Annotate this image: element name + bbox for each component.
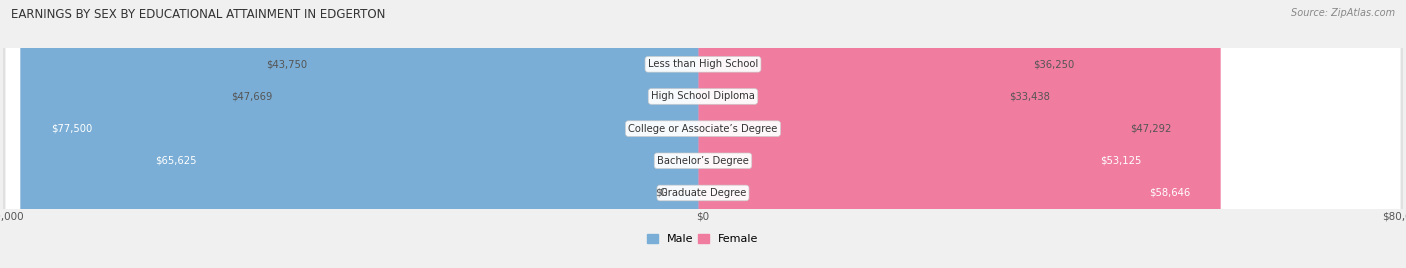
Text: $43,750: $43,750	[266, 59, 307, 69]
Text: $58,646: $58,646	[1149, 188, 1189, 198]
FancyBboxPatch shape	[699, 0, 1025, 268]
FancyBboxPatch shape	[6, 0, 1400, 268]
Text: Bachelor’s Degree: Bachelor’s Degree	[657, 156, 749, 166]
Text: EARNINGS BY SEX BY EDUCATIONAL ATTAINMENT IN EDGERTON: EARNINGS BY SEX BY EDUCATIONAL ATTAINMEN…	[11, 8, 385, 21]
Text: $0: $0	[655, 188, 668, 198]
Text: Less than High School: Less than High School	[648, 59, 758, 69]
FancyBboxPatch shape	[6, 0, 1400, 268]
FancyBboxPatch shape	[6, 0, 1400, 268]
FancyBboxPatch shape	[699, 0, 1173, 268]
Text: College or Associate’s Degree: College or Associate’s Degree	[628, 124, 778, 134]
Text: $77,500: $77,500	[51, 124, 93, 134]
FancyBboxPatch shape	[699, 0, 1220, 268]
Text: $47,669: $47,669	[231, 91, 273, 102]
Text: $47,292: $47,292	[1130, 124, 1171, 134]
FancyBboxPatch shape	[699, 0, 1000, 268]
Legend: Male, Female: Male, Female	[643, 229, 763, 248]
FancyBboxPatch shape	[281, 0, 707, 268]
Text: High School Diploma: High School Diploma	[651, 91, 755, 102]
Text: $33,438: $33,438	[1008, 91, 1050, 102]
Text: Source: ZipAtlas.com: Source: ZipAtlas.com	[1291, 8, 1395, 18]
FancyBboxPatch shape	[6, 0, 1400, 268]
Text: Graduate Degree: Graduate Degree	[659, 188, 747, 198]
FancyBboxPatch shape	[699, 0, 778, 268]
Text: $65,625: $65,625	[155, 156, 197, 166]
Text: $36,250: $36,250	[1033, 59, 1074, 69]
Text: $53,125: $53,125	[1101, 156, 1142, 166]
FancyBboxPatch shape	[6, 0, 1400, 268]
FancyBboxPatch shape	[699, 0, 1122, 268]
FancyBboxPatch shape	[20, 0, 707, 268]
FancyBboxPatch shape	[316, 0, 707, 268]
FancyBboxPatch shape	[124, 0, 707, 268]
